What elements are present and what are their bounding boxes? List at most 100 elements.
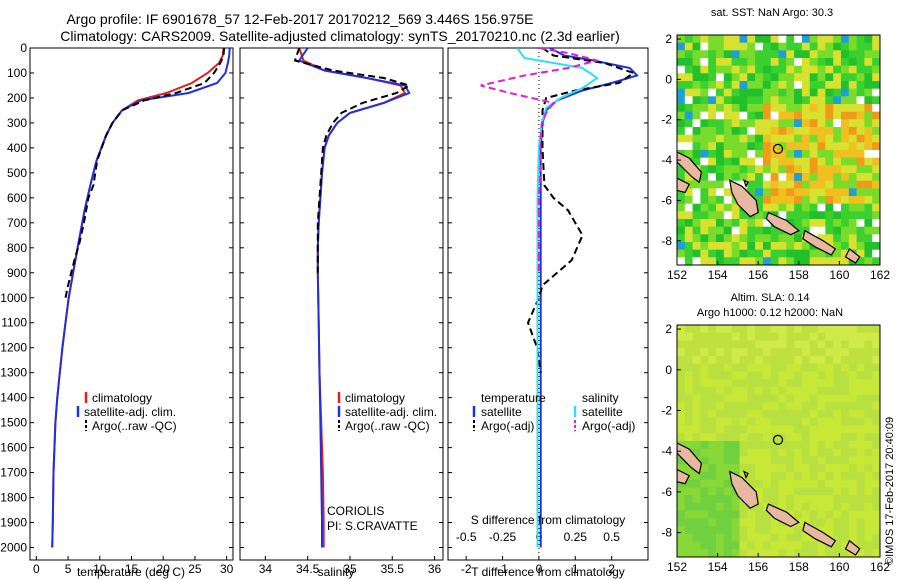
sla-cell [723,410,733,419]
sla-cell [856,394,865,403]
sla-cell [872,502,880,512]
sst-cell [864,119,873,128]
sst-cell [864,165,873,174]
sla-cell [825,464,834,473]
sla-cell [825,448,834,457]
sst-cell [755,50,764,59]
sla-cell [762,417,772,427]
sst-cell [692,150,701,159]
island-outline [677,468,691,485]
sla-cell [716,340,725,349]
sst-cell [716,96,725,105]
sla-cell [817,526,826,535]
sla-cell [864,456,873,465]
sla-cell [809,348,819,357]
sla-cell [762,541,772,550]
sla-cell [708,325,717,334]
sla-cell [700,471,709,481]
sst-cell [864,150,873,159]
sst-cell [677,188,686,197]
legend-label-temp-satellite: satellite [481,405,522,419]
sla-cell [801,549,811,557]
sst-cell [692,226,701,235]
sst-cell [723,127,733,136]
sst-cell [841,134,850,143]
sla-cell [739,526,748,535]
sst-cell [762,196,772,205]
sst-cell [677,242,686,251]
sst-cell [801,65,811,74]
sst-cell [731,142,741,151]
sla-cell [817,402,826,411]
y-tick-label: 1700 [0,466,27,480]
sst-cell [700,65,709,74]
sla-cell [856,355,865,365]
sla-cell [794,410,803,419]
sla-cell [817,340,826,349]
sst-cell [872,211,880,220]
island-outline [765,503,800,528]
sst-cell [739,65,748,74]
sst-cell [677,203,686,212]
sla-cell [677,526,686,535]
series-line-argo-raw-qc- [293,48,412,273]
sst-cell [692,188,701,197]
sla-cell [677,332,686,341]
x-tick-label: 0 [33,562,40,576]
sst-cell [708,73,717,82]
sst-cell [864,127,873,136]
sla-cell [801,371,811,380]
sla-cell [739,464,748,473]
sla-cell [762,386,772,396]
sst-cell [825,257,834,265]
sst-cell [747,88,756,97]
sla-cell [708,448,717,457]
sst-cell [801,104,811,113]
sla-cell [731,355,741,365]
sla-cell [864,549,873,557]
sla-cell [762,464,772,473]
sst-cell [864,88,873,97]
sla-cell [778,541,787,550]
sst-cell [708,211,717,220]
sla-cell [684,363,694,372]
map-y-tick-label: 2 [665,32,672,46]
sla-cell [716,441,725,450]
sst-cell [817,173,826,182]
sst-cell [747,35,756,44]
sst-cell [708,96,717,105]
sla-cell [700,402,709,411]
series-line-satellite-adj-clim- [51,48,231,548]
x-tick-label: 35 [343,562,357,576]
sla-cell [677,541,686,550]
sla-cell [848,417,858,427]
sst-cell [872,257,880,265]
sst-cell [864,134,873,143]
sst-cell [825,211,834,220]
sst-cell [801,188,811,197]
sst-cell [684,219,694,228]
sla-cell [716,402,725,411]
sla-cell [848,479,858,488]
sst-cell [677,119,686,128]
sla-cell [762,479,772,488]
sla-map-title-line2: Argo h1000: 0.12 h2000: NaN [697,307,843,319]
sla-cell [700,394,709,403]
sst-cell [700,142,709,151]
sla-cell [723,355,733,365]
sst-cell [755,134,764,143]
sla-cell [708,464,717,473]
sst-cell [684,50,694,59]
sla-cell [833,425,842,434]
sla-cell [747,464,756,473]
sst-cell [692,196,701,205]
island-outline [844,247,861,264]
sla-cell [833,518,842,527]
sst-cell [801,173,811,182]
sla-cell [817,425,826,434]
sla-cell [841,379,850,388]
sla-cell [786,549,795,557]
x-tick-label: 34 [259,562,273,576]
sla-cell [716,456,725,465]
sst-cell [770,65,780,74]
